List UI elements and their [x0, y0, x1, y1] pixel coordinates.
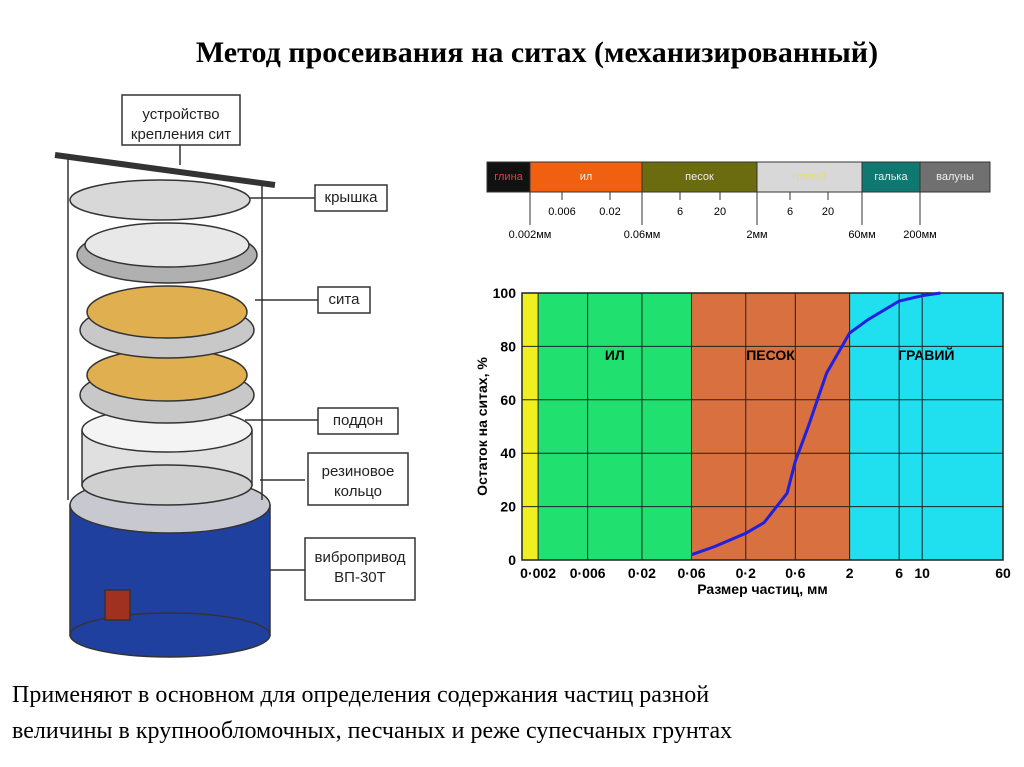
footer-line: величины в крупнообломочных, песчаных и …	[12, 718, 732, 744]
zone	[691, 293, 850, 560]
apparatus-label: крышка	[325, 189, 379, 206]
scale-segment	[641, 161, 758, 193]
x-tick-label: 0·006	[570, 565, 606, 581]
scale-sub-label: 20	[714, 206, 726, 218]
y-tick-label: 100	[493, 285, 517, 301]
apparatus-label: вибропривод	[314, 549, 405, 566]
scale-label: валуны	[936, 171, 974, 183]
y-tick-label: 80	[500, 338, 516, 354]
apparatus-label: кольцо	[334, 483, 382, 500]
scale-sub-label: 20	[822, 206, 834, 218]
zone	[538, 293, 692, 560]
x-tick-label: 10	[914, 565, 930, 581]
scale-bound-label: 0.002мм	[509, 229, 552, 241]
plot-frame	[521, 292, 1004, 561]
y-axis-label: Остаток на ситах, %	[474, 357, 490, 496]
footer-line: Применяют в основном для определения сод…	[12, 682, 709, 708]
scale-bound-label: 200мм	[903, 229, 936, 241]
y-tick-label: 40	[500, 445, 516, 461]
scale-label: глина	[494, 171, 523, 183]
scale-segment	[919, 161, 991, 193]
scale-label: гравий	[792, 171, 826, 183]
x-tick-label: 0·06	[677, 565, 705, 581]
curve	[690, 291, 941, 557]
scale-sub-label: 0.006	[548, 206, 576, 218]
x-tick-label: 0·2	[736, 565, 756, 581]
scale-sub-label: 6	[787, 206, 793, 218]
scale-bound-label: 2мм	[746, 229, 767, 241]
apparatus-label: крепления сит	[131, 126, 231, 143]
x-tick-label: 0·02	[628, 565, 656, 581]
scale-sub-label: 6	[677, 206, 683, 218]
scale-segment	[861, 161, 921, 193]
apparatus-label: ВП-30Т	[334, 569, 386, 586]
scale-sub-label: 0.02	[599, 206, 620, 218]
scale-label: галька	[874, 171, 908, 183]
scale-label: ил	[580, 171, 593, 183]
zone-label: ГРАВИЙ	[898, 346, 954, 363]
scale-label: песок	[685, 171, 714, 183]
scale-bound-label: 0.06мм	[624, 229, 661, 241]
scale-segment	[486, 161, 531, 193]
y-tick-label: 20	[500, 499, 516, 515]
x-tick-label: 6	[895, 565, 903, 581]
title: Метод просеивания на ситах (механизирова…	[196, 36, 878, 69]
zone-label: ПЕСОК	[746, 347, 795, 363]
x-axis-label: Размер частиц, мм	[697, 581, 828, 597]
x-tick-label: 60	[995, 565, 1011, 581]
apparatus-label: устройство	[142, 106, 219, 123]
y-tick-label: 0	[508, 552, 516, 568]
zone	[849, 293, 1003, 560]
scale-bound-label: 60мм	[848, 229, 875, 241]
x-tick-label: 0·6	[785, 565, 805, 581]
x-tick-label: 0·002	[520, 565, 556, 581]
apparatus-label: резиновое	[322, 463, 395, 480]
zone	[522, 293, 539, 560]
y-tick-label: 60	[500, 392, 516, 408]
zone-label: ИЛ	[605, 347, 625, 363]
apparatus	[54, 94, 416, 658]
apparatus-label: сита	[329, 291, 361, 308]
apparatus-label: поддон	[333, 412, 383, 429]
x-tick-label: 2	[846, 565, 854, 581]
